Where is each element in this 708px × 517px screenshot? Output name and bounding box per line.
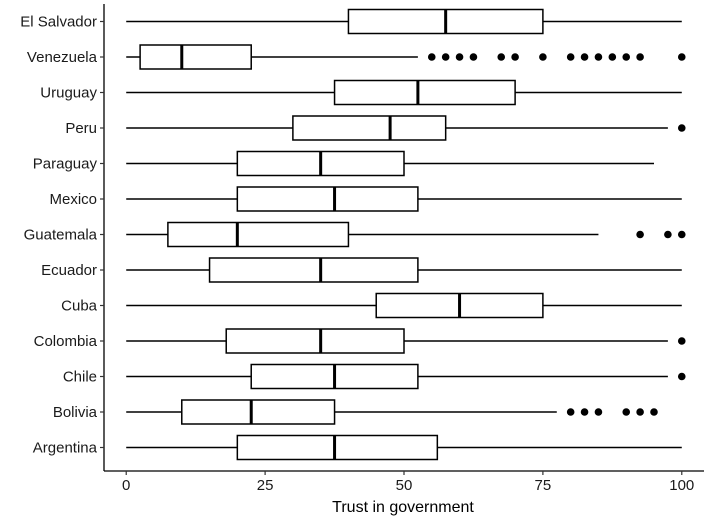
outlier-venezuela-6 <box>539 53 547 61</box>
y-tick-label-cuba: Cuba <box>61 298 98 315</box>
y-tick-label-colombia: Colombia <box>34 333 98 350</box>
outlier-colombia-0 <box>677 337 686 345</box>
outlier-venezuela-8 <box>580 53 589 61</box>
box-group-ecuador <box>126 257 682 283</box>
y-axis: El Salvador Venezuela Uruguay Peru Paraguay M… <box>20 14 104 457</box>
box-mexico <box>236 186 419 212</box>
box-group-argentina <box>126 434 682 461</box>
box-group-venezuela <box>126 44 686 70</box>
outlier-bolivia-1 <box>580 408 589 416</box>
outlier-venezuela-4 <box>497 53 506 61</box>
outlier-guatemala-0 <box>636 230 644 239</box>
x-axis-title: Trust in government <box>332 499 474 516</box>
box-group-uruguay <box>126 79 682 106</box>
box-group-el-salvador <box>126 8 682 35</box>
outlier-bolivia-4 <box>636 408 644 416</box>
outlier-venezuela-7 <box>566 53 575 61</box>
box-group-paraguay <box>126 150 654 177</box>
box-peru <box>292 115 447 141</box>
box-group-chile <box>126 363 686 390</box>
outlier-venezuela-0 <box>427 53 436 61</box>
outlier-peru-0 <box>677 124 686 132</box>
y-tick-label-chile: Chile <box>63 369 97 386</box>
box-uruguay <box>333 79 516 106</box>
box-bolivia <box>181 399 336 425</box>
y-tick-label-venezuela: Venezuela <box>27 49 98 66</box>
x-axis: 0 25 50 75 100 <box>122 471 694 494</box>
y-tick-label-paraguay: Paraguay <box>33 156 98 173</box>
x-tick-label-0: 0 <box>122 477 130 494</box>
box-group-peru <box>126 115 686 141</box>
box-guatemala <box>167 221 350 248</box>
outlier-venezuela-13 <box>677 53 686 61</box>
y-tick-label-uruguay: Uruguay <box>40 85 97 102</box>
outlier-venezuela-11 <box>622 53 631 61</box>
outlier-venezuela-2 <box>455 53 464 61</box>
box-group-guatemala <box>126 221 686 248</box>
y-tick-label-mexico: Mexico <box>49 191 97 208</box>
outlier-bolivia-3 <box>622 408 631 416</box>
y-tick-label-el-salvador: El Salvador <box>20 14 97 31</box>
y-tick-label-peru: Peru <box>65 120 97 137</box>
box-colombia <box>225 328 405 354</box>
box-ecuador <box>208 257 419 283</box>
x-tick-label-50: 50 <box>396 477 413 494</box>
x-tick-label-75: 75 <box>535 477 552 494</box>
outlier-venezuela-9 <box>594 53 603 61</box>
box-venezuela <box>139 44 252 70</box>
y-tick-label-guatemala: Guatemala <box>24 227 98 244</box>
outlier-venezuela-12 <box>636 53 644 61</box>
plot-area <box>126 8 686 461</box>
box-group-colombia <box>126 328 686 354</box>
y-tick-label-argentina: Argentina <box>33 440 98 457</box>
outlier-guatemala-2 <box>677 230 686 239</box>
outlier-bolivia-5 <box>650 408 658 416</box>
outlier-chile-0 <box>677 372 686 381</box>
x-tick-label-25: 25 <box>257 477 274 494</box>
box-group-bolivia <box>126 399 658 425</box>
outlier-guatemala-1 <box>664 230 672 239</box>
box-group-cuba <box>126 292 682 319</box>
x-tick-label-100: 100 <box>669 477 694 494</box>
outlier-venezuela-1 <box>441 53 450 61</box>
box-argentina <box>236 434 439 461</box>
y-tick-label-ecuador: Ecuador <box>41 262 97 279</box>
outlier-bolivia-2 <box>594 408 603 416</box>
y-tick-label-bolivia: Bolivia <box>53 404 98 421</box>
outlier-venezuela-5 <box>511 53 519 61</box>
box-group-mexico <box>126 186 682 212</box>
outlier-bolivia-0 <box>566 408 575 416</box>
outlier-venezuela-3 <box>469 53 478 61</box>
outlier-venezuela-10 <box>608 53 617 61</box>
